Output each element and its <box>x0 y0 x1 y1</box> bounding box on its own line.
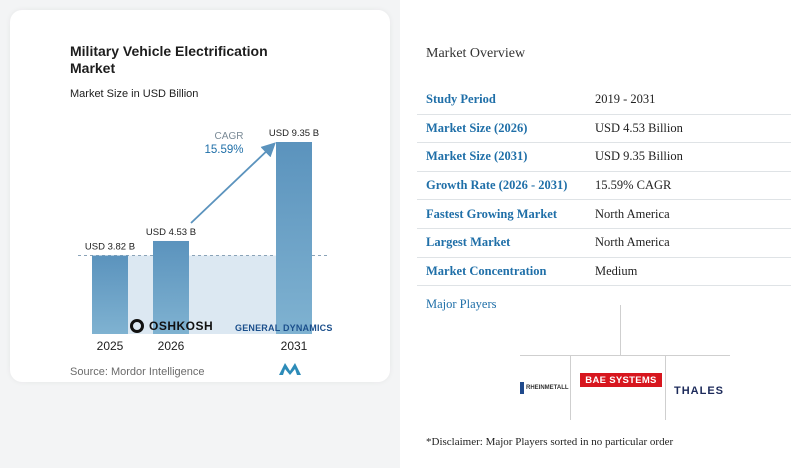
mordor-logo-icon <box>279 363 301 375</box>
reference-shade <box>92 255 312 334</box>
bar-chart: USD 3.82 B 2025 USD 4.53 B 2026 USD 9.35 B 20… <box>78 128 328 353</box>
oshkosh-logo: OSHKOSH <box>130 319 213 333</box>
general-dynamics-logo: GENERAL DYNAMICS <box>235 323 333 333</box>
row-key: Growth Rate (2026 - 2031) <box>426 178 568 193</box>
table-row: Market Size (2026) USD 4.53 Billion <box>417 115 791 144</box>
overview-table: Study Period 2019 - 2031 Market Size (20… <box>417 86 791 287</box>
bae-systems-text: BAE SYSTEMS <box>585 374 657 386</box>
bar-2026 <box>153 240 189 334</box>
row-value: North America <box>595 206 670 221</box>
rheinmetall-text: RHEINMETALL <box>526 385 569 391</box>
row-value: USD 4.53 Billion <box>595 120 683 135</box>
chart-subtitle: Market Size in USD Billion <box>70 88 199 100</box>
bar-2025 <box>92 255 128 334</box>
cagr-value: 15.59% <box>204 144 243 156</box>
table-row: Study Period 2019 - 2031 <box>417 86 791 115</box>
table-row: Market Concentration Medium <box>417 258 791 287</box>
thales-text: THALES <box>674 385 724 397</box>
disclaimer-note: *Disclaimer: Major Players sorted in no … <box>426 436 674 448</box>
row-key: Largest Market <box>426 235 511 250</box>
row-key: Study Period <box>426 92 496 107</box>
players-divider <box>665 355 666 420</box>
rheinmetall-mark-icon <box>520 382 524 394</box>
chart-title: Military Vehicle Electrification Market <box>70 43 268 76</box>
table-row: Growth Rate (2026 - 2031) 15.59% CAGR <box>417 172 791 201</box>
row-value: North America <box>595 235 670 250</box>
x-tick-label: 2025 <box>97 339 124 353</box>
players-divider <box>520 355 730 356</box>
row-key: Market Concentration <box>426 263 547 278</box>
row-key: Fastest Growing Market <box>426 206 557 221</box>
cagr-label: CAGR <box>215 131 244 142</box>
bar-2031 <box>276 142 312 334</box>
cagr-arrow <box>190 142 276 224</box>
major-players-title: Major Players <box>426 297 497 311</box>
x-tick-label: 2026 <box>158 339 185 353</box>
table-row: Market Size (2031) USD 9.35 Billion <box>417 143 791 172</box>
data-label: USD 3.82 B <box>85 242 135 253</box>
row-key: Market Size (2031) <box>426 149 528 164</box>
row-value: USD 9.35 Billion <box>595 149 683 164</box>
general-dynamics-text: GENERAL DYNAMICS <box>235 323 333 333</box>
overview-title: Market Overview <box>426 46 526 61</box>
thales-logo: THALES <box>674 385 724 397</box>
row-value: 2019 - 2031 <box>595 92 656 107</box>
row-value: Medium <box>595 263 638 278</box>
source-note: Source: Mordor Intelligence <box>70 366 205 378</box>
row-key: Market Size (2026) <box>426 120 528 135</box>
overview-panel: Market Overview Study Period 2019 - 2031… <box>400 0 800 468</box>
bae-systems-logo: BAE SYSTEMS <box>580 373 662 387</box>
data-label: USD 9.35 B <box>269 128 319 139</box>
x-tick-label: 2031 <box>281 339 308 353</box>
row-value: 15.59% CAGR <box>595 178 672 193</box>
oshkosh-mark-icon <box>130 319 144 333</box>
players-divider <box>570 355 571 420</box>
rheinmetall-logo: RHEINMETALL <box>520 382 569 394</box>
table-row: Fastest Growing Market North America <box>417 200 791 229</box>
players-divider <box>620 305 621 355</box>
oshkosh-text: OSHKOSH <box>149 319 214 333</box>
table-row: Largest Market North America <box>417 229 791 258</box>
data-label: USD 4.53 B <box>146 227 196 238</box>
